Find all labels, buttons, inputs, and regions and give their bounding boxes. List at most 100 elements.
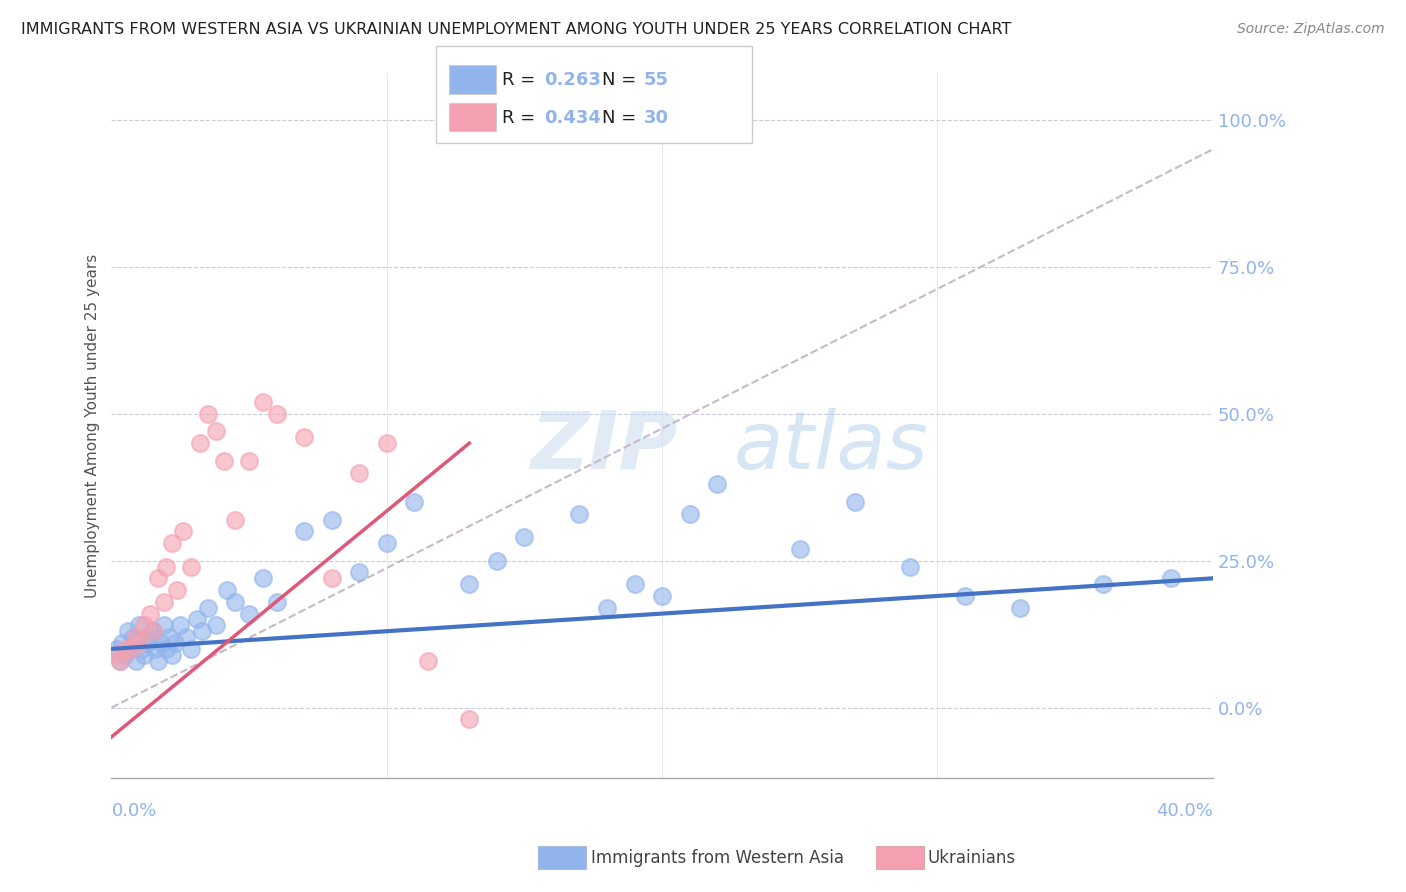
Text: 0.263: 0.263	[544, 71, 600, 89]
Text: atlas: atlas	[734, 408, 928, 486]
Point	[148, 654, 170, 668]
Point	[321, 512, 343, 526]
Point	[1091, 577, 1114, 591]
Y-axis label: Unemployment Among Youth under 25 years: Unemployment Among Youth under 25 years	[86, 253, 100, 598]
Point	[252, 395, 274, 409]
Point	[117, 624, 139, 639]
Text: 0.434: 0.434	[544, 109, 600, 127]
Point	[174, 630, 197, 644]
Point	[789, 541, 811, 556]
Point	[953, 589, 976, 603]
Point	[152, 595, 174, 609]
Point	[266, 595, 288, 609]
Point	[134, 648, 156, 662]
Point	[120, 641, 142, 656]
Point	[191, 624, 214, 639]
Point	[160, 536, 183, 550]
Point	[111, 636, 134, 650]
Point	[404, 495, 426, 509]
Point	[513, 530, 536, 544]
Point	[485, 554, 508, 568]
Point	[678, 507, 700, 521]
Point	[347, 466, 370, 480]
Point	[125, 630, 148, 644]
Point	[623, 577, 645, 591]
Point	[252, 571, 274, 585]
Point	[108, 654, 131, 668]
Point	[375, 436, 398, 450]
Point	[163, 636, 186, 650]
Text: IMMIGRANTS FROM WESTERN ASIA VS UKRAINIAN UNEMPLOYMENT AMONG YOUTH UNDER 25 YEAR: IMMIGRANTS FROM WESTERN ASIA VS UKRAINIA…	[21, 22, 1011, 37]
Point	[155, 641, 177, 656]
Point	[292, 524, 315, 539]
Point	[142, 624, 165, 639]
Point	[139, 607, 162, 621]
Point	[205, 425, 228, 439]
Point	[706, 477, 728, 491]
Point	[128, 636, 150, 650]
Point	[214, 454, 236, 468]
Text: 30: 30	[644, 109, 669, 127]
Point	[898, 559, 921, 574]
Point	[197, 600, 219, 615]
Point	[458, 577, 481, 591]
Text: R =: R =	[502, 71, 541, 89]
Point	[1008, 600, 1031, 615]
Point	[238, 454, 260, 468]
Point	[120, 641, 142, 656]
Point	[114, 648, 136, 662]
Point	[197, 407, 219, 421]
Point	[136, 636, 159, 650]
Point	[157, 630, 180, 644]
Point	[180, 641, 202, 656]
Point	[186, 612, 208, 626]
Point	[149, 636, 172, 650]
Point	[148, 571, 170, 585]
Point	[416, 654, 439, 668]
Point	[152, 618, 174, 632]
Text: N =: N =	[602, 109, 641, 127]
Point	[375, 536, 398, 550]
Point	[139, 630, 162, 644]
Point	[172, 524, 194, 539]
Point	[166, 583, 188, 598]
Point	[155, 559, 177, 574]
Point	[145, 641, 167, 656]
Point	[180, 559, 202, 574]
Point	[134, 618, 156, 632]
Point	[568, 507, 591, 521]
Text: ZIP: ZIP	[530, 408, 678, 486]
Point	[596, 600, 619, 615]
Point	[131, 641, 153, 656]
Text: Immigrants from Western Asia: Immigrants from Western Asia	[591, 849, 844, 867]
Point	[108, 654, 131, 668]
Point	[169, 618, 191, 632]
Text: N =: N =	[602, 71, 641, 89]
Point	[122, 630, 145, 644]
Text: Ukrainians: Ukrainians	[928, 849, 1017, 867]
Point	[321, 571, 343, 585]
Point	[125, 654, 148, 668]
Point	[347, 566, 370, 580]
Point	[266, 407, 288, 421]
Point	[142, 624, 165, 639]
Text: Source: ZipAtlas.com: Source: ZipAtlas.com	[1237, 22, 1385, 37]
Point	[215, 583, 238, 598]
Point	[224, 595, 246, 609]
Text: 55: 55	[644, 71, 669, 89]
Point	[105, 648, 128, 662]
Point	[238, 607, 260, 621]
Text: 0.0%: 0.0%	[111, 802, 157, 820]
Point	[128, 618, 150, 632]
Point	[205, 618, 228, 632]
Point	[1160, 571, 1182, 585]
Point	[105, 641, 128, 656]
Point	[114, 641, 136, 656]
Point	[844, 495, 866, 509]
Point	[224, 512, 246, 526]
Point	[458, 712, 481, 726]
Text: 40.0%: 40.0%	[1156, 802, 1213, 820]
Point	[188, 436, 211, 450]
Point	[160, 648, 183, 662]
Text: R =: R =	[502, 109, 541, 127]
